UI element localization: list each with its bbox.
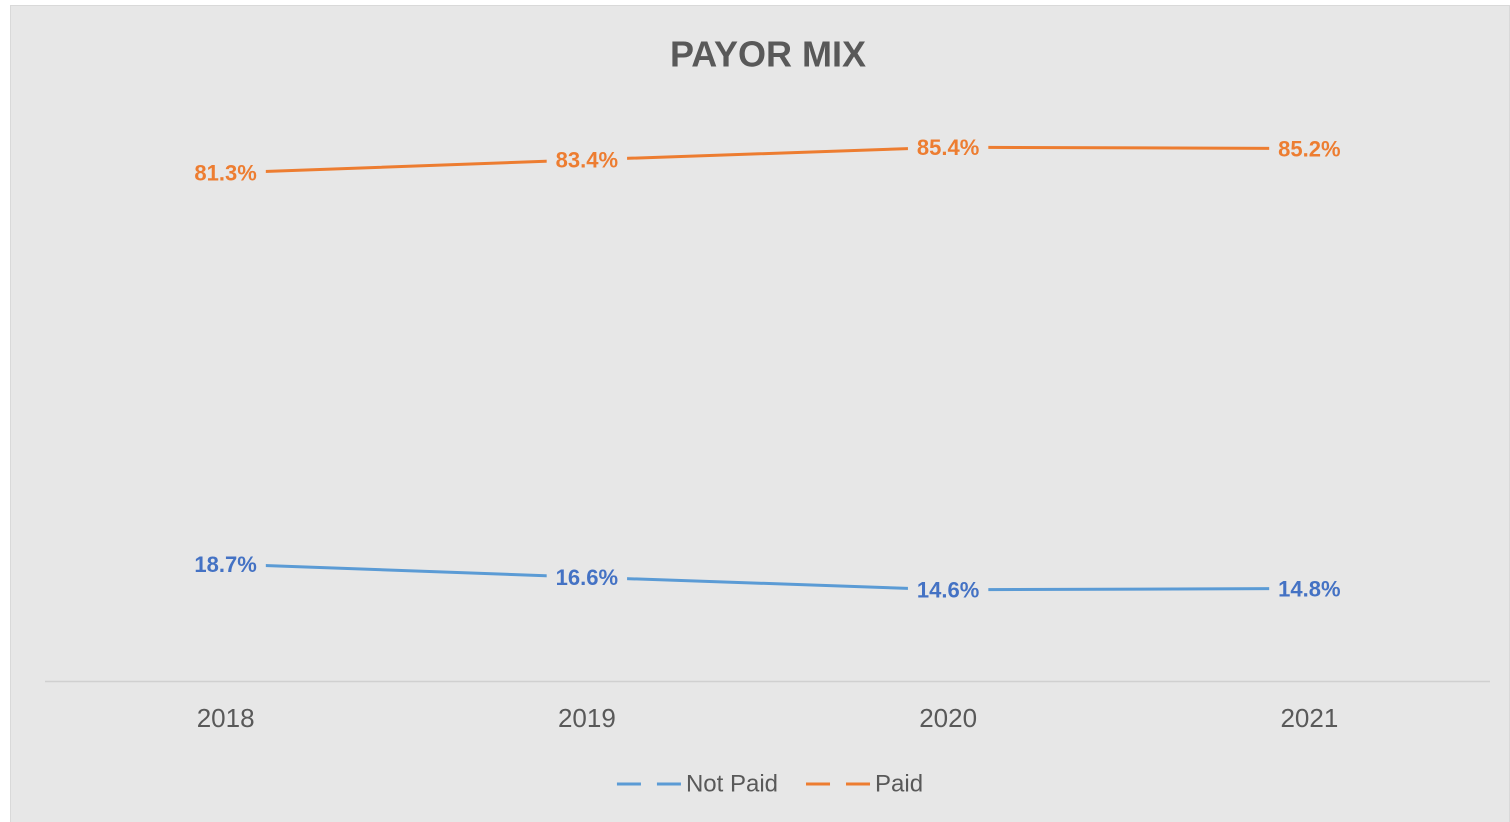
legend-label: Not Paid bbox=[686, 770, 778, 797]
data-label-background bbox=[185, 551, 266, 580]
data-label: 18.7% bbox=[194, 552, 256, 577]
data-label-group: 85.4% bbox=[907, 134, 989, 163]
legend-label: Paid bbox=[875, 770, 923, 797]
x-tick-label: 2019 bbox=[558, 703, 616, 733]
data-label: 14.8% bbox=[1278, 576, 1340, 601]
data-label-group: 16.6% bbox=[546, 564, 628, 593]
data-label-background bbox=[546, 564, 628, 593]
chart-title: PAYOR MIX bbox=[670, 34, 866, 75]
data-label-group: 14.8% bbox=[1269, 575, 1350, 604]
series-line bbox=[225, 145, 1310, 175]
data-label-group: 18.7% bbox=[185, 551, 266, 580]
legend: Not Paid Paid bbox=[616, 770, 923, 797]
series-line bbox=[225, 562, 1310, 592]
data-label: 85.2% bbox=[1278, 136, 1340, 161]
data-label-background bbox=[907, 134, 989, 163]
data-label-group: 85.2% bbox=[1269, 135, 1350, 164]
data-label-group: 14.6% bbox=[907, 576, 989, 605]
data-label-background bbox=[907, 576, 989, 605]
chart-area bbox=[10, 5, 1510, 822]
data-label-background bbox=[185, 159, 266, 188]
data-label: 85.4% bbox=[917, 135, 979, 160]
data-label-background bbox=[1269, 575, 1350, 604]
x-tick-label: 2018 bbox=[197, 703, 255, 733]
data-label-background bbox=[546, 146, 628, 175]
data-label-background bbox=[1269, 135, 1350, 164]
data-label: 83.4% bbox=[556, 148, 618, 173]
data-label-group: 81.3% bbox=[185, 159, 266, 188]
data-label: 81.3% bbox=[194, 161, 256, 186]
data-label: 16.6% bbox=[556, 565, 618, 590]
x-tick-label: 2021 bbox=[1280, 703, 1338, 733]
data-label-group: 83.4% bbox=[546, 146, 628, 175]
x-tick-label: 2020 bbox=[919, 703, 977, 733]
data-label: 14.6% bbox=[917, 578, 979, 603]
